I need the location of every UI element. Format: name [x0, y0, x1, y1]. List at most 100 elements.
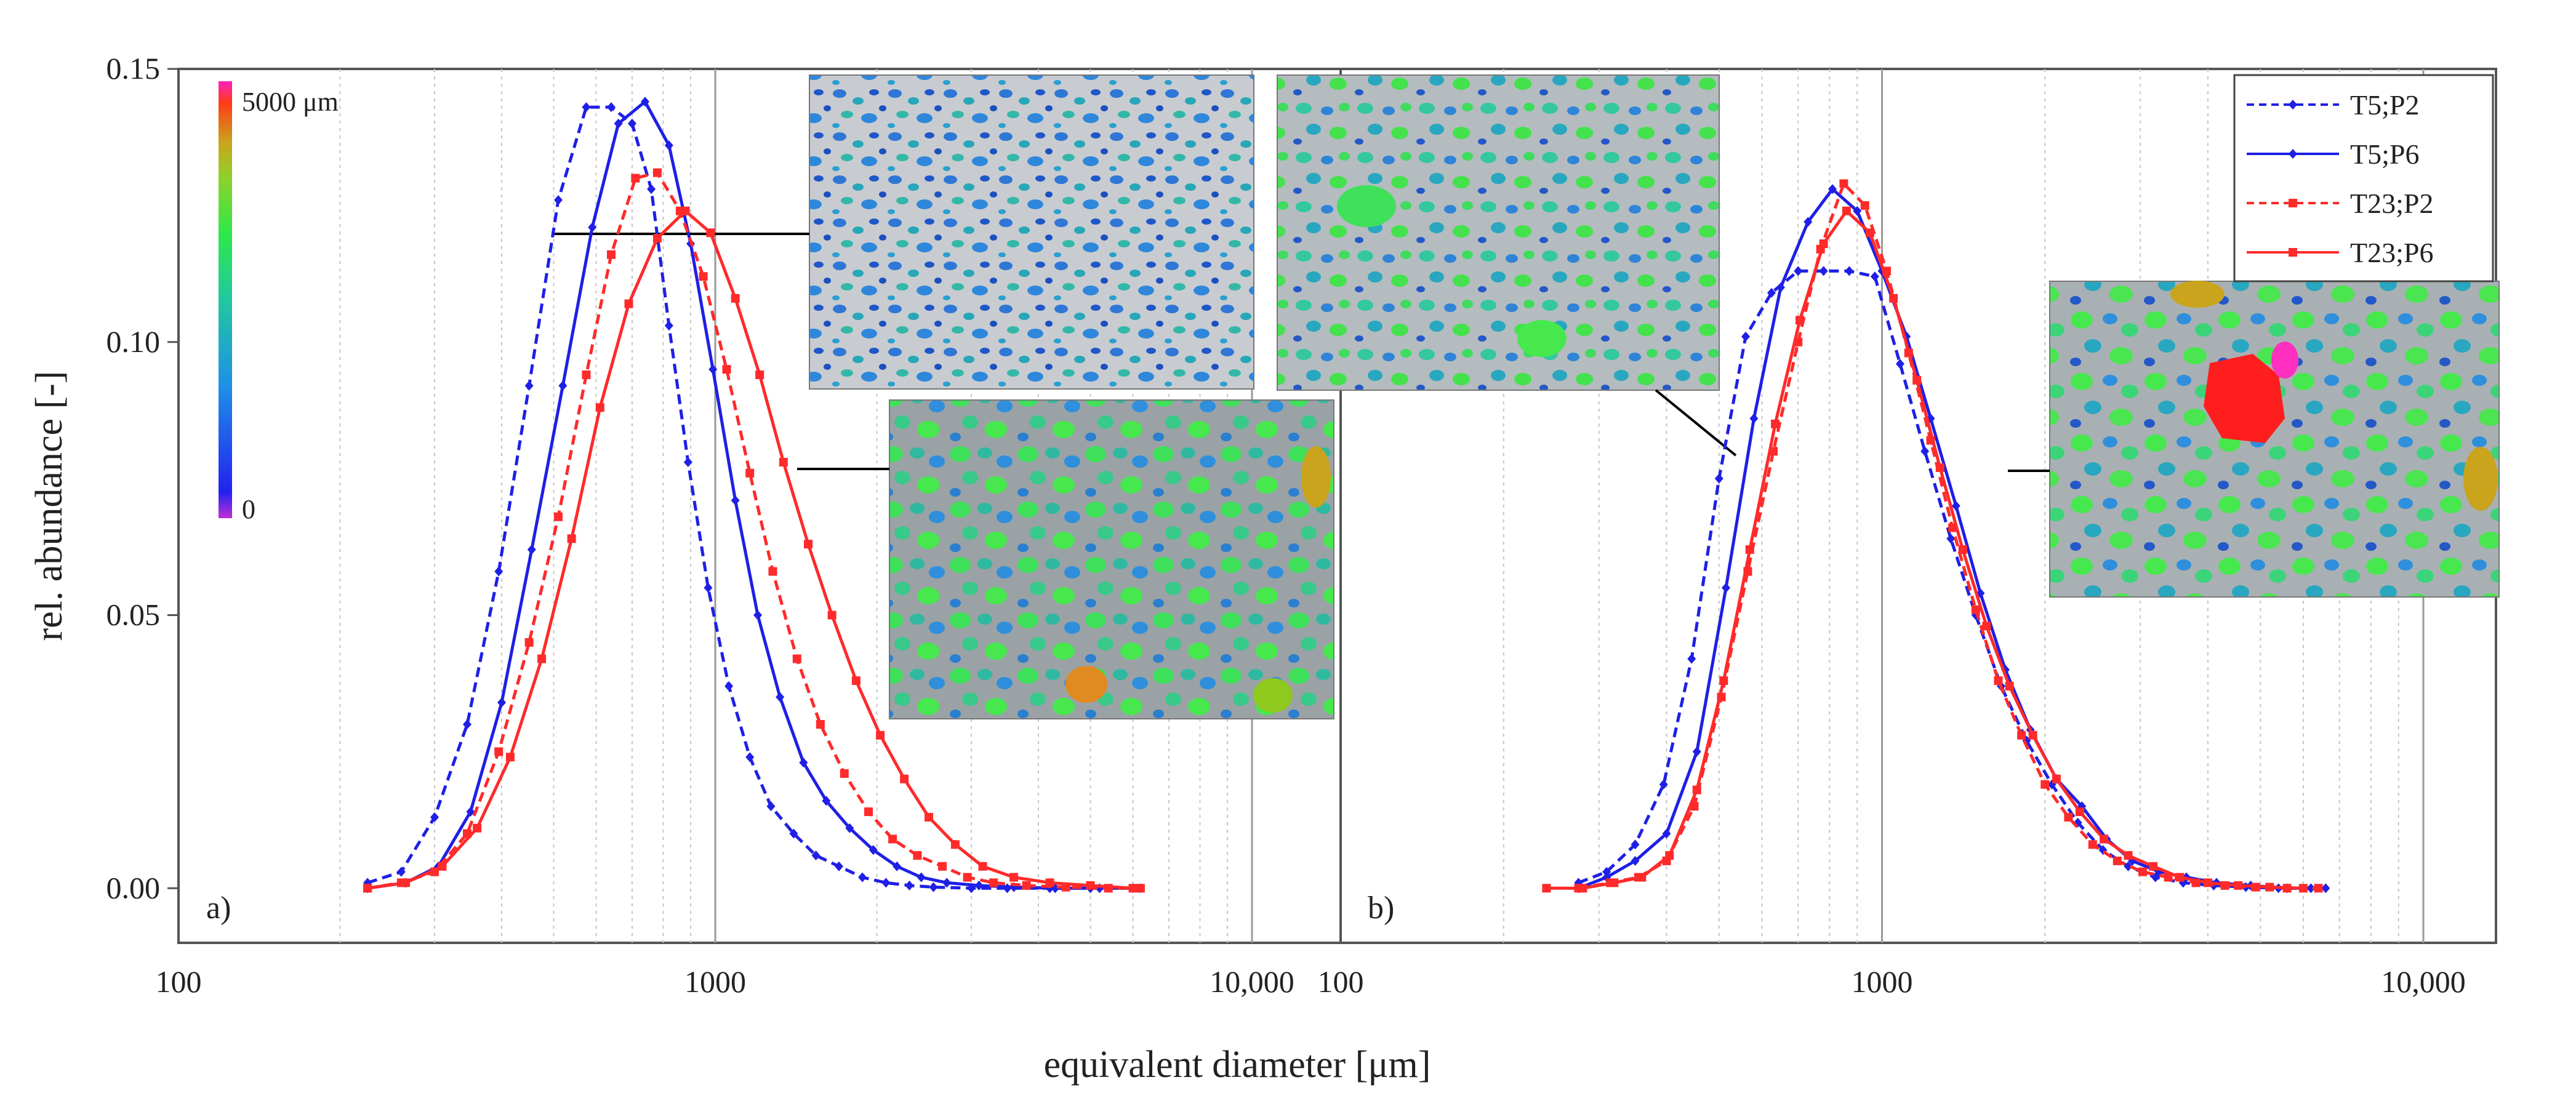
data-point [2149, 862, 2158, 871]
data-point [1745, 545, 1754, 554]
large-grain-red [2204, 354, 2285, 443]
data-point [1659, 779, 1668, 790]
large-grain-magenta [2271, 342, 2298, 378]
data-point [845, 823, 854, 833]
x-tick-label: 1000 [684, 964, 746, 999]
large-grain-yellowgreen [1253, 678, 1293, 713]
legend: T5;P2 T5;P6 T23;P2 T23;P6 [2233, 74, 2494, 282]
data-point [1795, 316, 1804, 325]
data-point [1819, 239, 1828, 248]
data-point [2289, 199, 2297, 207]
data-point [401, 878, 411, 887]
data-point [753, 610, 763, 620]
data-point [681, 206, 690, 215]
legend-item: T5;P2 [2247, 89, 2419, 121]
data-point [1749, 414, 1759, 423]
data-point [524, 638, 534, 647]
data-point [558, 380, 568, 391]
data-point [2298, 884, 2308, 893]
series-line [1578, 180, 2319, 890]
data-point [1994, 676, 2003, 685]
data-point [1935, 463, 1944, 472]
data-point [789, 828, 798, 839]
data-point [905, 880, 914, 891]
data-point [792, 654, 801, 663]
data-point [1687, 654, 1696, 664]
data-point [1951, 501, 1960, 511]
data-point [978, 862, 987, 871]
data-point [913, 851, 922, 860]
legend-item: T23;P6 [2247, 237, 2433, 268]
data-point [893, 861, 902, 871]
data-point [1767, 287, 1776, 298]
data-point [876, 731, 885, 740]
y-tick-label: 0.15 [106, 51, 161, 86]
y-axis-label: rel. abundance [-] [28, 371, 70, 641]
data-point [1542, 884, 1551, 893]
data-point [1045, 878, 1054, 887]
data-point [963, 873, 972, 882]
data-point [1839, 179, 1848, 188]
data-point [708, 364, 718, 375]
x-tick-label: 1000 [1852, 964, 1913, 999]
data-point [1865, 228, 1874, 238]
color-scale: 5000 μm 0 [219, 81, 339, 524]
data-point [1870, 271, 1879, 282]
data-point [2289, 248, 2297, 257]
series-t23-p2-panel-a [363, 168, 1145, 893]
data-point [1136, 884, 1145, 893]
micrograph-inset-t5-p2-b [1277, 74, 1720, 391]
data-point [779, 458, 788, 466]
series-line [367, 170, 1141, 890]
data-point [704, 583, 713, 593]
data-point [664, 140, 673, 151]
data-point [505, 753, 515, 762]
y-tick-label: 0.05 [106, 598, 161, 632]
data-point [2017, 731, 2026, 740]
data-point [582, 370, 591, 379]
legend-label: T5;P6 [2350, 138, 2419, 170]
data-point [1804, 217, 1813, 227]
data-point [811, 851, 821, 860]
data-point [989, 878, 998, 887]
data-point [554, 512, 563, 521]
data-point [2138, 867, 2147, 876]
data-point [1895, 359, 1904, 369]
series-line [367, 99, 1141, 890]
data-point [731, 294, 740, 303]
panel-label-b: b) [1368, 891, 1394, 926]
large-grain-orange [1065, 666, 1107, 703]
data-point [974, 880, 984, 891]
x-tick-label: 100 [1318, 964, 1364, 999]
data-point [2124, 861, 2133, 871]
data-point [755, 370, 764, 379]
data-point [2234, 881, 2243, 890]
data-point [1692, 785, 1701, 795]
data-point [834, 861, 843, 871]
data-point [497, 697, 506, 708]
data-point [537, 654, 547, 663]
data-point [1971, 605, 1980, 614]
large-grain-green [1517, 320, 1567, 357]
data-point [2314, 884, 2323, 893]
large-grain-olive [1301, 446, 1331, 508]
data-point [799, 758, 808, 768]
data-point [627, 118, 636, 129]
data-point [2289, 149, 2297, 159]
data-point [2204, 878, 2213, 887]
data-point [864, 807, 873, 816]
data-point [858, 872, 867, 883]
data-point [466, 807, 475, 817]
legend-label: T23;P2 [2350, 188, 2433, 219]
x-tick-label: 10,000 [1210, 964, 1294, 999]
data-point [664, 321, 673, 331]
data-point [606, 102, 616, 113]
data-point [614, 118, 623, 129]
legend-box [2233, 74, 2494, 282]
micrograph-inset-t23-p6-b [2049, 281, 2500, 598]
data-point [1741, 331, 1751, 342]
data-point [430, 812, 439, 822]
data-point [776, 692, 785, 702]
micrograph-inset-t5-p2-a [809, 74, 1254, 390]
